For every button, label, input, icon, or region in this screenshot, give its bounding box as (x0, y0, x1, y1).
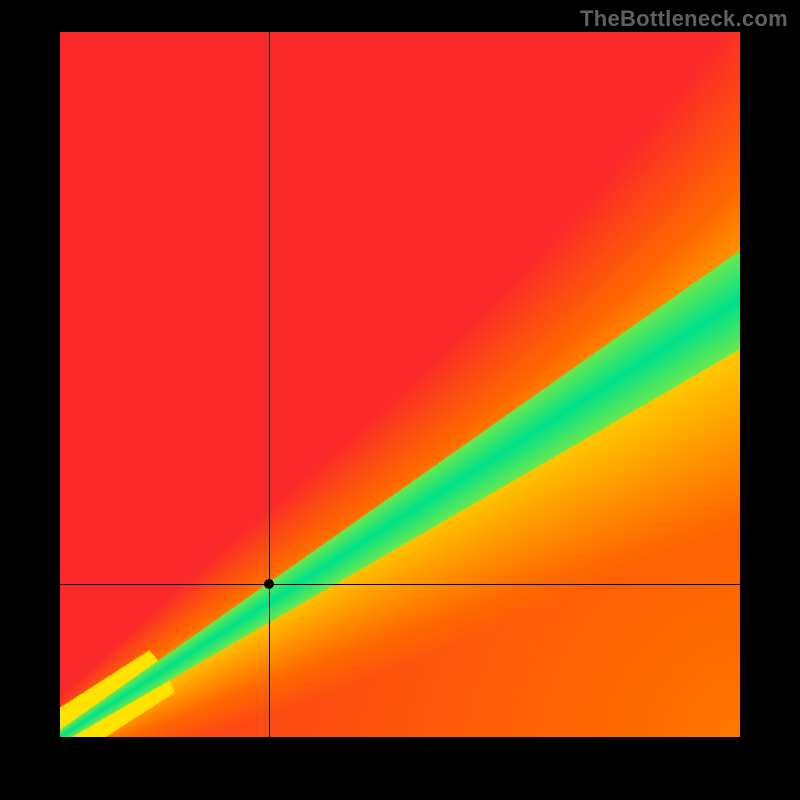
crosshair-vertical (269, 32, 270, 737)
watermark-text: TheBottleneck.com (580, 6, 788, 32)
heatmap-canvas (60, 32, 740, 737)
crosshair-horizontal (60, 584, 740, 585)
crosshair-marker (264, 579, 274, 589)
heatmap-plot (60, 32, 740, 737)
